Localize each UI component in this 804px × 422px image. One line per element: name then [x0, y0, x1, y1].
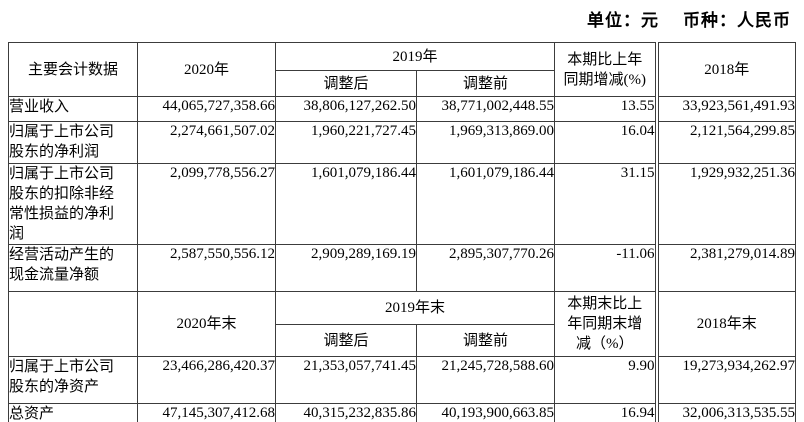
table-row-total-assets: 总资产 47,145,307,412.68 40,315,232,835.86 … [8, 403, 797, 422]
table-row-net-profit: 归属于上市公司 股东的净利润 2,274,661,507.02 1,960,22… [8, 121, 797, 164]
table-row-revenue: 营业收入 44,065,727,358.66 38,806,127,262.50… [8, 96, 797, 122]
header-2020: 2020年 [137, 42, 276, 97]
value-2019-pre-adjust: 1,969,313,869.00 [415, 121, 556, 164]
header-2019-pre-adjust: 调整前 [415, 70, 556, 97]
header-row-period: 主要会计数据 2020年 2019年 本期比上年 同期增减(%) 2018年 [8, 42, 797, 97]
value-change-pct: -11.06 [554, 244, 658, 292]
table-row-net-profit-excl-nonrecurring: 归属于上市公司 股东的扣除非经 常性损益的净利 润 2,099,778,556.… [8, 163, 797, 245]
unit-label: 单位：元 [587, 11, 659, 30]
value-2019-eop-adjusted: 40,315,232,835.86 [275, 403, 417, 422]
value-2018: 2,121,564,299.85 [654, 121, 797, 164]
value-2020-eop: 23,466,286,420.37 [137, 356, 276, 404]
value-change-pct: 13.55 [554, 96, 658, 122]
value-2020: 2,099,778,556.27 [137, 163, 276, 245]
value-2019-eop-pre-adjust: 21,245,728,588.60 [415, 356, 556, 404]
header-2018: 2018年 [654, 42, 797, 97]
value-2020: 2,274,661,507.02 [137, 121, 276, 164]
header-yoy-change: 本期比上年 同期增减(%) [554, 42, 658, 97]
value-2018: 1,929,932,251.36 [654, 163, 797, 245]
value-change-pct: 16.94 [554, 403, 658, 422]
value-2019-eop-adjusted: 21,353,057,741.45 [275, 356, 417, 404]
table-row-net-assets: 归属于上市公司 股东的净资产 23,466,286,420.37 21,353,… [8, 356, 797, 404]
value-2019-pre-adjust: 38,771,002,448.55 [415, 96, 556, 122]
header-row-eop: 2020年末 2019年末 本期末比上 年同期末增 减（%） 2018年末 [8, 290, 797, 357]
row-label: 归属于上市公司 股东的净资产 [8, 356, 138, 404]
value-2020-eop: 47,145,307,412.68 [137, 403, 276, 422]
header-metric-empty [8, 291, 138, 357]
header-row-eop-sub: 调整后 调整前 [9, 324, 796, 357]
value-2019-pre-adjust: 1,601,079,186.44 [415, 163, 556, 245]
value-2018: 33,923,561,491.93 [654, 96, 797, 122]
value-change-pct: 16.04 [554, 121, 658, 164]
value-2018-eop: 32,006,313,535.55 [654, 403, 797, 422]
header-metric: 主要会计数据 [8, 42, 138, 97]
value-2019-adjusted: 2,909,289,169.19 [275, 244, 417, 292]
value-2020: 44,065,727,358.66 [137, 96, 276, 122]
value-change-pct: 9.90 [554, 356, 658, 404]
row-label: 归属于上市公司 股东的扣除非经 常性损益的净利 润 [8, 163, 138, 245]
value-2019-adjusted: 1,601,079,186.44 [275, 163, 417, 245]
row-label: 经营活动产生的 现金流量净额 [8, 244, 138, 292]
unit-currency-note: 单位：元 币种：人民币 [587, 6, 791, 31]
header-2019-eop: 2019年末 [274, 290, 556, 326]
value-2018-eop: 19,273,934,262.97 [654, 356, 797, 404]
table-row-operating-cash-flow: 经营活动产生的 现金流量净额 2,587,550,556.12 2,909,28… [8, 244, 797, 292]
currency-label: 币种：人民币 [683, 11, 791, 30]
header-2019: 2019年 [274, 42, 556, 71]
header-yoy-change-eop: 本期末比上 年同期末增 减（%） [554, 291, 658, 357]
key-accounting-data-table: 主要会计数据 2020年 2019年 本期比上年 同期增减(%) 2018年 调… [8, 42, 797, 422]
header-2018-eop: 2018年末 [654, 291, 797, 357]
value-2019-adjusted: 38,806,127,262.50 [275, 96, 417, 122]
value-2018: 2,381,279,014.89 [654, 244, 797, 292]
value-2019-eop-pre-adjust: 40,193,900,663.85 [415, 403, 556, 422]
value-2019-adjusted: 1,960,221,727.45 [275, 121, 417, 164]
header-2019-eop-pre-adjust: 调整前 [415, 324, 556, 357]
value-2019-pre-adjust: 2,895,307,770.26 [415, 244, 556, 292]
value-change-pct: 31.15 [554, 163, 658, 245]
row-label: 总资产 [8, 403, 138, 422]
value-2020: 2,587,550,556.12 [137, 244, 276, 292]
header-row-period-sub: 调整后 调整前 [9, 70, 796, 97]
header-2019-eop-adjusted: 调整后 [275, 324, 417, 357]
row-label: 营业收入 [8, 96, 138, 122]
row-label: 归属于上市公司 股东的净利润 [8, 121, 138, 164]
header-2019-adjusted: 调整后 [275, 70, 417, 97]
header-2020-eop: 2020年末 [137, 291, 276, 357]
